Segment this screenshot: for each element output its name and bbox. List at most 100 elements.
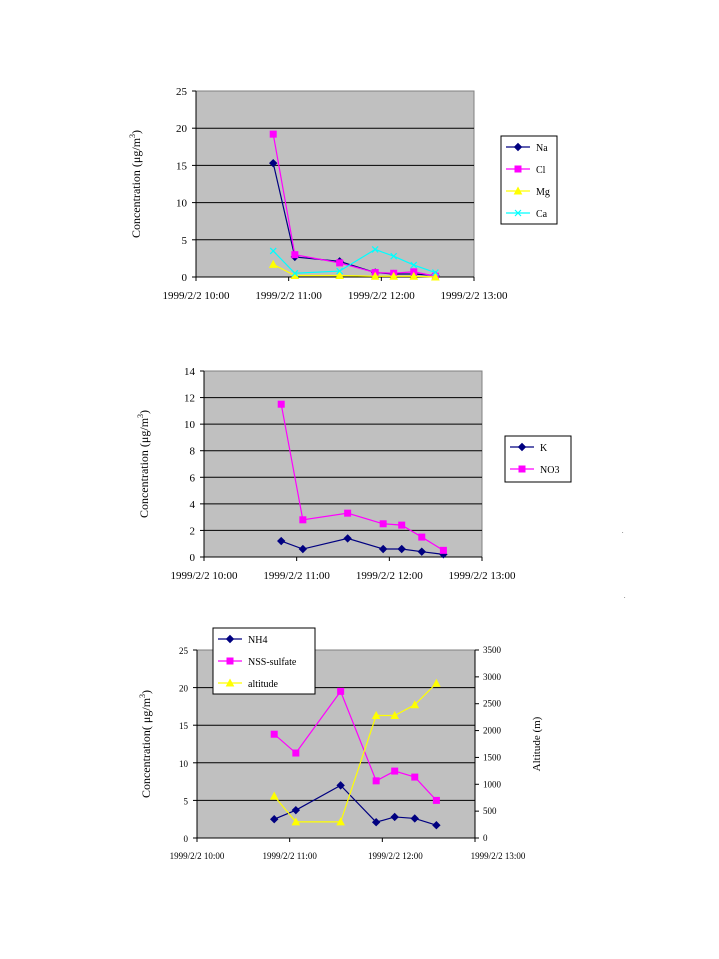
x-tick-label: 1999/2/2 13:00 [441,290,508,302]
marker-diamond [298,544,308,554]
marker-square [344,509,352,517]
legend-entry: NO3 [510,465,559,476]
x-tick-label: 1999/2/2 10:00 [170,851,225,861]
marker-diamond [371,818,381,827]
y2-tick-label: 2500 [483,699,502,709]
marker-diamond [269,158,278,168]
legend-label: Cl [536,165,546,176]
legend-entry: NH4 [218,634,267,646]
legend-label: altitude [248,679,279,690]
series-ca [269,246,439,277]
x-tick-label: 1999/2/2 10:00 [163,290,230,302]
y-axis-label-close: ) [137,410,151,414]
marker-square [439,546,447,554]
marker-triangle [431,272,440,281]
legend-box [500,135,558,225]
marker-triangle [371,710,381,720]
marker-diamond [517,442,527,452]
y-axis-label-superscript: 3 [128,134,137,138]
y-tick-label: 20 [179,684,189,694]
marker-triangle [370,271,380,280]
y-axis-label-text: Concentration( μg/m [139,697,153,798]
legend-label: Mg [536,187,550,198]
y2-tick-label: 3500 [483,645,502,655]
marker-x [269,247,277,255]
chart-bottom-nh4-sulfate-altitude: 0 5 10 15 20 25 0 500 1000 1500 2000 2500 3000 3500 Al… [138,627,543,861]
x-tick-label: 1999/2/2 12:00 [348,290,415,302]
y-tick-label: 0 [184,834,189,844]
marker-diamond [225,634,235,644]
legend-entry: altitude [218,678,279,690]
legend-label: NSS-sulfate [248,657,297,668]
y-tick-label: 10 [176,198,188,210]
marker-triangle [291,817,301,826]
marker-diamond [378,544,388,554]
marker-diamond [432,821,441,830]
y2-tick-label: 1000 [483,779,502,789]
legend-label: NH4 [248,635,267,646]
marker-diamond [343,534,352,543]
marker-diamond [291,805,301,815]
marker-square [291,251,299,259]
marker-x [431,269,439,276]
y-tick-label: 4 [190,499,196,511]
marker-diamond [397,544,406,554]
marker-x [291,269,299,277]
legend-box [504,435,572,483]
marker-diamond [410,814,419,823]
plot-area [203,370,483,558]
marker-triangle [336,817,345,826]
stray-dot-2: . [624,594,626,600]
marker-square [379,520,387,528]
marker-triangle [335,270,344,280]
marker-square [269,130,277,138]
y-axis-label-close: ) [129,130,143,134]
marker-square [391,767,399,775]
legend: K NO3 [504,435,572,483]
marker-triangle [389,271,399,280]
y-tick-label: 14 [184,366,196,378]
marker-x [410,261,418,269]
y-tick-label: 15 [176,160,188,172]
legend: Na Cl Mg Ca [500,135,558,225]
x-tick-label: 1999/2/2 12:00 [356,570,423,582]
marker-triangle [409,271,419,280]
legend-entry: Na [506,142,548,154]
marker-x [336,267,344,275]
y-tick-label: 0 [182,272,188,284]
series-nss-sulfate [270,687,440,804]
y-axis-label-text: Concentration (μg/m [137,417,151,518]
marker-x [390,252,398,260]
marker-triangle [390,710,400,720]
marker-square [514,165,522,173]
y-axis-label-close: ) [139,690,153,694]
marker-diamond [277,536,286,546]
y-tick-label: 20 [176,123,188,135]
marker-square [418,533,426,541]
marker-square [226,657,234,665]
y-axis-label-text: Concentration (μg/m [129,137,143,238]
legend-label: Na [536,143,548,154]
plot-area [195,90,475,278]
legend-label: NO3 [540,465,559,476]
marker-triangle [410,700,420,709]
y2-tick-label: 1500 [483,752,502,762]
marker-triangle [225,678,235,687]
marker-square [292,749,300,757]
x-tick-label: 1999/2/2 12:00 [368,851,423,861]
marker-x [371,246,379,253]
marker-square [372,777,380,785]
marker-diamond [390,812,399,822]
y-tick-label: 25 [176,86,188,98]
marker-square [411,773,419,781]
y-tick-label: 12 [184,393,195,405]
x-tick-label: 1999/2/2 11:00 [262,851,317,861]
stray-dot-1: . [622,529,624,535]
chart-middle-k-no3: 0 2 4 6 8 10 12 14 1999/2/2 10:00 1999/2/2 11:00 1… [136,366,572,582]
y-tick-label: 6 [190,472,196,484]
y-tick-label: 5 [182,235,188,247]
marker-square [277,400,285,408]
y-tick-label: 2 [190,525,196,537]
series-nh4 [270,781,441,830]
